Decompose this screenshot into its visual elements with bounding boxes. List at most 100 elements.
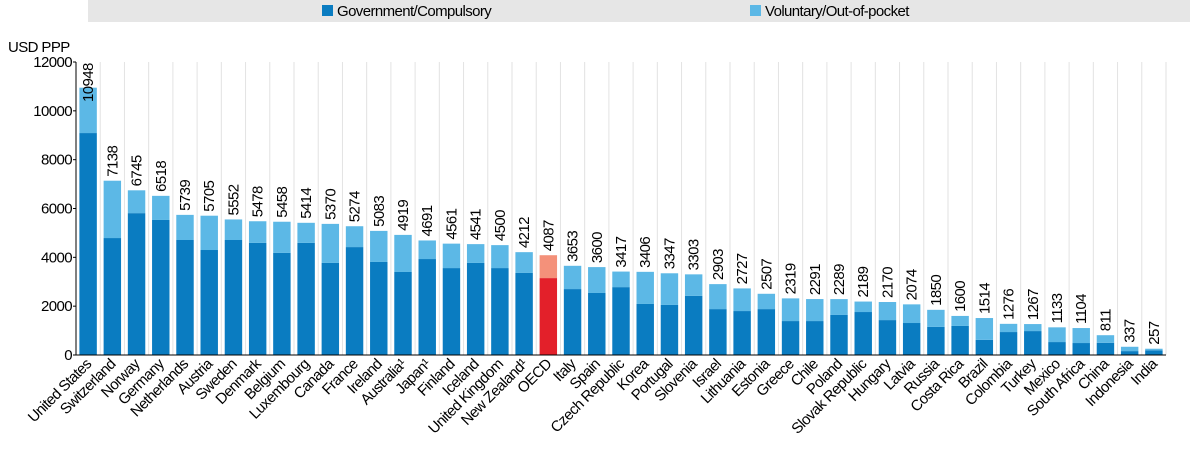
bar-segment (636, 303, 654, 355)
bar-segment (830, 299, 848, 315)
total-label: 4087 (540, 220, 557, 251)
bar-segment (321, 262, 340, 355)
bar-segment (1072, 343, 1090, 355)
bar-segment (442, 268, 461, 355)
total-label: 5370 (322, 189, 339, 220)
bar-segment (951, 325, 969, 355)
bar-segment (975, 339, 994, 355)
total-label: 4212 (516, 217, 533, 248)
total-label: 2289 (831, 264, 848, 295)
total-label: 1267 (1025, 289, 1042, 320)
bar-segment (588, 292, 606, 355)
bar-segment (127, 190, 146, 214)
y-tick-label: 0 (64, 347, 72, 364)
total-label: 2903 (710, 249, 727, 280)
total-label: 1276 (1001, 289, 1018, 320)
total-label: 2170 (879, 267, 896, 298)
bar-segment (781, 298, 800, 322)
bar-segment (806, 299, 824, 322)
total-label: 4541 (468, 209, 485, 240)
bar-segment (878, 302, 897, 321)
bar-segment (491, 245, 509, 269)
bar-segment (491, 268, 509, 355)
bar-segment (370, 230, 388, 262)
bar-segment (781, 321, 800, 355)
bar-segment (515, 252, 533, 273)
bar-segment (709, 284, 727, 310)
bar-segment (927, 309, 945, 327)
total-label: 2074 (904, 269, 921, 300)
total-label: 2319 (783, 263, 800, 294)
bar-segment (152, 195, 170, 220)
total-label: 3417 (613, 236, 630, 267)
total-label: 3653 (565, 231, 582, 262)
bar-segment (103, 238, 122, 355)
bar-segment (273, 252, 291, 355)
total-label: 6518 (153, 161, 170, 192)
bar-segment (224, 239, 243, 355)
bar-segment (103, 180, 122, 239)
bar-segment (902, 323, 921, 355)
legend-swatch (750, 5, 761, 16)
bar-segment (660, 304, 679, 355)
total-label: 337 (1122, 319, 1139, 342)
bar-segment (1048, 327, 1066, 343)
bar-segment (345, 247, 364, 355)
legend-background (88, 0, 1190, 22)
total-label: 3406 (637, 237, 654, 268)
total-label: 3347 (661, 238, 678, 269)
legend-swatch (322, 5, 333, 16)
bar-segment (588, 267, 606, 293)
bar-segment (612, 287, 630, 355)
bar-segment (563, 289, 582, 355)
total-label: 2727 (734, 253, 751, 284)
y-tick-label: 8000 (41, 152, 72, 169)
bar-segment (539, 255, 558, 279)
bar-segment (200, 250, 218, 355)
bar-segment (612, 271, 630, 288)
bar-segment (563, 265, 582, 290)
bar-segment (79, 133, 97, 355)
bar-segment (297, 242, 315, 355)
total-label: 811 (1097, 309, 1114, 331)
total-label: 10948 (80, 63, 97, 102)
bar-segment (176, 239, 194, 355)
bar-segment (854, 312, 872, 355)
bar-segment (902, 304, 921, 324)
bar-segment (345, 226, 364, 248)
bar-segment (854, 301, 872, 313)
bar-segment (370, 261, 388, 355)
bar-segment (224, 219, 243, 240)
bar-segment (1145, 350, 1163, 355)
bar-segment (176, 214, 194, 240)
bar-segment (466, 262, 485, 355)
total-label: 2507 (758, 259, 775, 290)
bar-segment (418, 240, 436, 260)
bar-segment (1096, 342, 1115, 355)
bar-segment (1072, 328, 1090, 344)
total-label: 3303 (686, 239, 703, 270)
total-label: 4691 (419, 205, 436, 236)
bar-segment (1120, 351, 1139, 355)
bar-segment (999, 332, 1018, 355)
bar-segment (273, 221, 291, 253)
bar-segment (709, 309, 727, 355)
y-tick-label: 4000 (41, 249, 72, 266)
bar-segment (636, 271, 654, 304)
bar-segment (442, 243, 461, 269)
total-label: 1104 (1073, 294, 1090, 324)
y-tick-label: 2000 (41, 298, 72, 315)
bar-segment (1096, 335, 1115, 343)
total-label: 1600 (952, 281, 969, 312)
bar-segment (418, 259, 436, 355)
bar-segment (394, 271, 412, 355)
bar-segment (684, 274, 703, 296)
total-label: 5739 (177, 180, 194, 211)
bar-segment (660, 273, 679, 305)
legend-label: Voluntary/Out-of-pocket (765, 3, 910, 20)
bar-segment (248, 242, 267, 355)
bar-segment (806, 321, 824, 355)
bar-segment (515, 272, 533, 355)
bar-segment (1024, 324, 1042, 332)
